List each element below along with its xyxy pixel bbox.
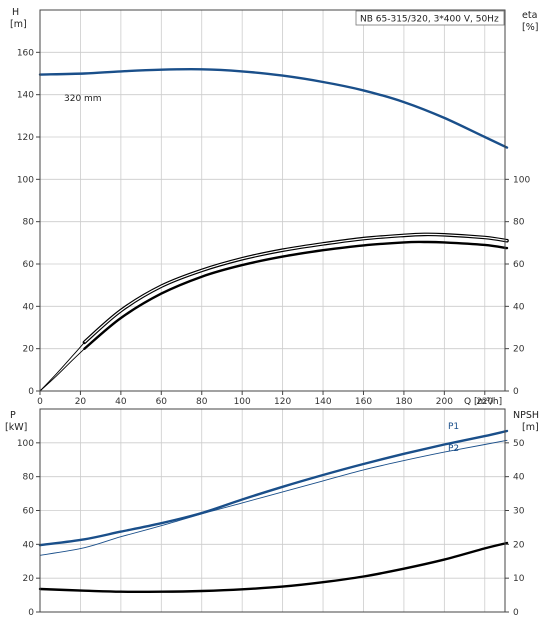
top-left-tick-label: 60 xyxy=(23,260,35,270)
x-tick-label: 200 xyxy=(436,397,453,407)
x-tick-label: 0 xyxy=(37,397,43,407)
p2-series-label: P2 xyxy=(448,444,459,454)
bottom-panel-ticks: 0 20 40 60 80 100 0 10 20 30 40 50 xyxy=(17,439,525,618)
bottom-left-tick-label: 100 xyxy=(17,439,34,449)
x-tick-label: 40 xyxy=(115,397,127,407)
power-axis-unit: [kW] xyxy=(5,422,27,433)
top-left-tick-label: 20 xyxy=(23,345,35,355)
top-right-tick-label: 0 xyxy=(513,387,519,397)
top-left-tick-label: 160 xyxy=(17,48,34,58)
x-tick-label: 120 xyxy=(274,397,291,407)
bottom-p2-series-line xyxy=(39,439,508,556)
bottom-panel-grid xyxy=(40,409,505,612)
x-tick-label: 80 xyxy=(196,397,208,407)
top-right-tick-label: 40 xyxy=(513,302,525,312)
top-left-tick-label: 140 xyxy=(17,91,34,101)
top-unnamed-series-line xyxy=(39,73,85,76)
bottom-right-tick-label: 0 xyxy=(513,608,519,618)
bottom-right-tick-label: 30 xyxy=(513,507,525,517)
top-left-tick-label: 80 xyxy=(23,218,35,228)
eta-axis-unit: [%] xyxy=(522,22,538,33)
top-left-tick-label: 0 xyxy=(28,387,34,397)
bottom-left-tick-label: 80 xyxy=(23,473,35,483)
x-tick-label: 160 xyxy=(355,397,372,407)
top-left-tick-label: 120 xyxy=(17,133,34,143)
bottom-right-tick-label: 50 xyxy=(513,439,525,449)
bottom-left-tick-label: 20 xyxy=(23,574,35,584)
bottom-left-tick-label: 0 xyxy=(28,608,34,618)
impeller-diameter-label: 320 mm xyxy=(64,94,102,104)
top-unnamed-series-line xyxy=(83,240,509,350)
x-tick-label: 20 xyxy=(75,397,87,407)
head-axis-unit: [m] xyxy=(10,19,27,30)
x-tick-label: 140 xyxy=(314,397,331,407)
top-left-tick-label: 40 xyxy=(23,302,35,312)
x-tick-label: 180 xyxy=(395,397,412,407)
eta-axis-label: eta xyxy=(522,10,537,21)
top-panel-grid xyxy=(40,10,505,391)
bottom-right-tick-label: 10 xyxy=(513,574,525,584)
x-tick-label: 60 xyxy=(156,397,168,407)
top-right-tick-label: 80 xyxy=(513,218,525,228)
bottom-right-tick-label: 20 xyxy=(513,540,525,550)
top-right-tick-label: 100 xyxy=(513,175,530,185)
x-tick-label: 100 xyxy=(234,397,251,407)
head-axis-label: H xyxy=(12,7,19,18)
top-left-tick-label: 100 xyxy=(17,175,34,185)
bottom-panel-series xyxy=(38,429,509,594)
bottom-right-tick-label: 40 xyxy=(513,473,525,483)
x-tick-label: 220 xyxy=(476,397,493,407)
bottom-p1-series-line xyxy=(38,429,509,547)
top-right-tick-label: 60 xyxy=(513,260,525,270)
top-unnamed-series-line xyxy=(39,341,85,392)
top-unnamed-series-line xyxy=(39,348,85,392)
top-panel-frame xyxy=(39,9,506,392)
npsh-axis-label: NPSH xyxy=(513,410,539,421)
bottom-unnamed-series-line xyxy=(38,541,509,594)
npsh-axis-unit: [m] xyxy=(522,422,539,433)
info-box xyxy=(355,10,505,26)
info-box-text: NB 65-315/320, 3*400 V, 50Hz xyxy=(360,15,499,25)
p1-series-label: P1 xyxy=(448,422,459,432)
top-right-tick-label: 20 xyxy=(513,345,525,355)
top-320-mm-series-line xyxy=(38,67,509,149)
bottom-left-tick-label: 40 xyxy=(23,540,35,550)
top-panel-ticks: 0 20 40 60 80 100 120 140 160 0 20 40 60 80 100 0 20 40 60… xyxy=(17,48,531,407)
bottom-left-tick-label: 60 xyxy=(23,507,35,517)
flow-axis-label: Q [m³/h] xyxy=(464,397,502,407)
power-axis-label: P xyxy=(10,410,16,421)
top-panel-series xyxy=(38,67,509,392)
top-unnamed-series-line-inner xyxy=(83,233,508,343)
